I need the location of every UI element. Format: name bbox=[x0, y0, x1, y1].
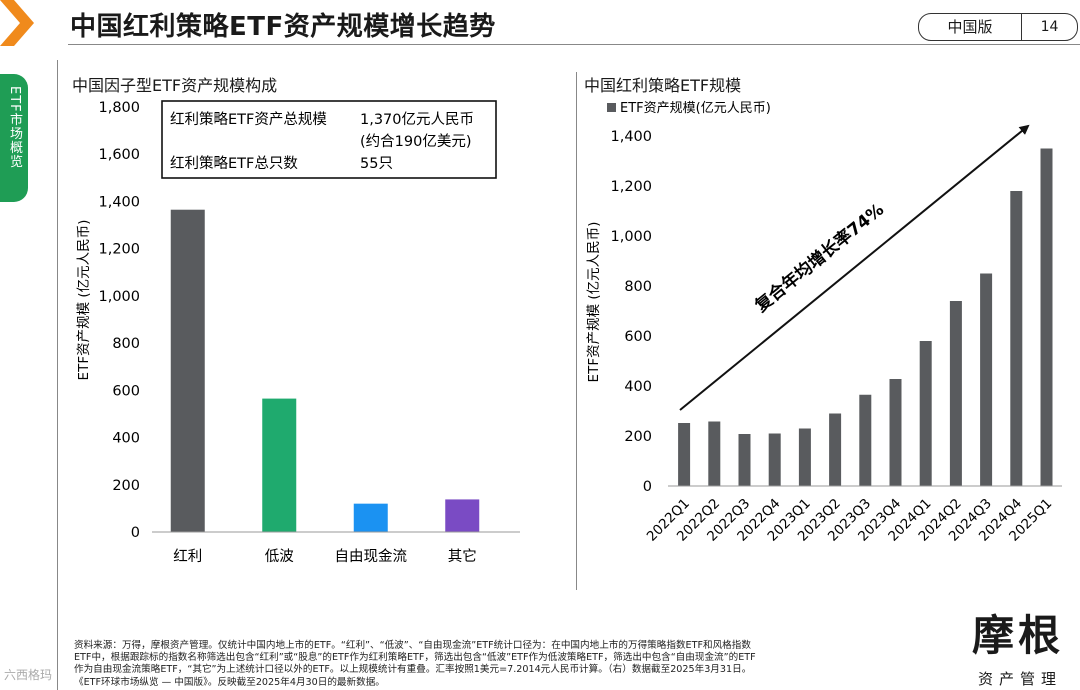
right-bar-2025Q1 bbox=[1040, 148, 1053, 486]
left-x-tick-label: 其它 bbox=[448, 547, 477, 565]
section-tab[interactable] bbox=[0, 74, 28, 202]
left-y-axis-label: ETF资产规模 (亿元人民币) bbox=[76, 220, 92, 381]
brand-chevron-icon bbox=[0, 0, 34, 46]
right-bar-2022Q1 bbox=[678, 423, 691, 486]
left-y-tick-label: 400 bbox=[112, 431, 140, 447]
brand-name: 摩根 bbox=[972, 611, 1065, 660]
right-y-tick-label: 600 bbox=[624, 329, 652, 345]
right-y-tick-label: 1,200 bbox=[610, 179, 652, 195]
right-y-tick-label: 200 bbox=[624, 429, 652, 445]
left-bar-2 bbox=[353, 503, 388, 532]
left-y-tick-label: 200 bbox=[112, 478, 140, 494]
left-x-tick-label: 低波 bbox=[265, 548, 294, 565]
right-bar-2024Q4 bbox=[1010, 191, 1023, 486]
info-box-total-label: 红利策略ETF资产总规模 bbox=[170, 111, 327, 128]
left-x-tick-label: 红利 bbox=[173, 548, 202, 565]
left-chart: 红利策略ETF资产总规模 1,370亿元人民币 (约合190亿美元) 红利策略E… bbox=[76, 100, 520, 565]
right-bar-2023Q3 bbox=[859, 394, 872, 486]
left-rail-divider bbox=[57, 60, 58, 690]
footnote-line: 资料来源：万得，摩根资产管理。仅统计中国内地上市的ETF。“红利”、“低波”、“… bbox=[74, 640, 751, 651]
left-y-tick-label: 0 bbox=[131, 525, 140, 541]
right-y-tick-label: 400 bbox=[624, 379, 652, 395]
right-legend-label: ETF资产规模(亿元人民币) bbox=[620, 101, 771, 116]
right-y-tick-label: 1,400 bbox=[610, 129, 652, 145]
footnote-line: 《ETF环球市场纵览 — 中国版》。反映截至2025年4月30日的最新数据。 bbox=[74, 676, 385, 688]
left-bar-0 bbox=[170, 209, 205, 533]
left-x-tick-label: 自由现金流 bbox=[335, 548, 408, 565]
right-bar-2022Q2 bbox=[708, 421, 721, 486]
left-y-tick-label: 1,800 bbox=[98, 100, 140, 116]
right-bar-2023Q2 bbox=[829, 413, 842, 486]
left-chart-title: 中国因子型ETF资产规模构成 bbox=[72, 76, 278, 95]
info-box-count-label: 红利策略ETF总只数 bbox=[170, 155, 298, 172]
right-y-axis-label: ETF资产规模 (亿元人民币) bbox=[586, 222, 602, 383]
right-bar-2024Q3 bbox=[980, 273, 993, 486]
edition-label: 中国版 bbox=[919, 14, 1022, 40]
left-y-tick-label: 1,200 bbox=[98, 242, 140, 258]
panel-divider bbox=[576, 72, 577, 590]
growth-trend-arrow bbox=[679, 124, 1030, 411]
page-title: 中国红利策略ETF资产规模增长趋势 bbox=[70, 12, 496, 42]
left-y-tick-label: 1,400 bbox=[98, 194, 140, 210]
edition-badge: 中国版 14 bbox=[918, 13, 1078, 41]
right-chart: ETF资产规模(亿元人民币) ETF资产规模 (亿元人民币) 0 200 400 60… bbox=[586, 101, 1062, 545]
page-number: 14 bbox=[1040, 19, 1059, 35]
brand-subtitle: 资产管理 bbox=[978, 670, 1063, 688]
info-box-count-value: 55只 bbox=[360, 156, 393, 172]
left-y-tick-label: 600 bbox=[112, 383, 140, 399]
right-bar-2023Q4 bbox=[889, 379, 902, 486]
right-bar-2024Q1 bbox=[919, 341, 932, 486]
info-box bbox=[161, 100, 497, 179]
right-chart-title: 中国红利策略ETF规模 bbox=[584, 76, 742, 95]
right-bar-2024Q2 bbox=[949, 301, 962, 486]
section-tab-label: ETF市场概览 bbox=[7, 86, 22, 169]
left-y-tick-label: 1,600 bbox=[98, 147, 140, 163]
right-y-tick-label: 1,000 bbox=[610, 229, 652, 245]
right-y-tick-label: 0 bbox=[643, 479, 652, 495]
info-box-total-value: 1,370亿元人民币 bbox=[360, 111, 474, 128]
footnote-line: ETF中，根据跟踪标的指数名称筛选出包含“红利”或“股息”的ETF作为红利策略E… bbox=[74, 652, 756, 664]
right-y-tick-label: 800 bbox=[624, 279, 652, 295]
right-bar-2022Q3 bbox=[738, 434, 751, 486]
left-y-tick-label: 1,000 bbox=[98, 289, 140, 305]
info-box-total-value-usd: (约合190亿美元) bbox=[360, 133, 472, 150]
title-divider bbox=[68, 44, 1080, 45]
left-y-tick-label: 800 bbox=[112, 336, 140, 352]
right-legend-swatch bbox=[607, 103, 616, 112]
left-bar-1 bbox=[262, 398, 297, 532]
right-bar-2022Q4 bbox=[768, 433, 781, 486]
footnote: 资料来源：万得，摩根资产管理。仅统计中国内地上市的ETF。“红利”、“低波”、“… bbox=[74, 640, 934, 689]
right-bar-2023Q1 bbox=[798, 428, 811, 486]
left-bar-3 bbox=[445, 499, 480, 532]
footnote-line: 作为自由现金流策略ETF，“其它”为上述统计口径以外的ETF。以上规模统计有重叠… bbox=[74, 664, 752, 676]
watermark: 六西格玛 bbox=[4, 668, 53, 682]
